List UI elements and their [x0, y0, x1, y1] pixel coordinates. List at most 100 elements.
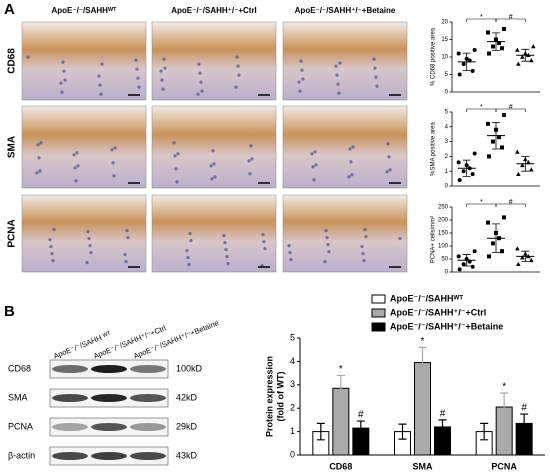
- micrograph: [282, 105, 408, 189]
- significance-mark: *: [502, 382, 506, 393]
- nucleus: [26, 55, 30, 59]
- nucleus: [213, 175, 217, 179]
- nucleus: [163, 66, 167, 70]
- micrograph: [282, 194, 408, 273]
- legend-label: ApoE⁻/⁻/SAHH⁺/⁻+Ctrl: [390, 307, 486, 317]
- significance-mark: *: [421, 336, 425, 347]
- nucleus: [350, 173, 354, 177]
- data-point: [515, 149, 520, 154]
- data-point: [457, 178, 462, 183]
- y-tick-label: 5: [445, 110, 449, 116]
- data-point: [531, 44, 536, 49]
- nucleus: [39, 141, 43, 145]
- data-point: [502, 27, 506, 31]
- nucleus: [62, 69, 66, 73]
- y-tick-label: 50: [441, 257, 448, 263]
- panel-label: A: [4, 1, 15, 18]
- y-axis-label: Protein expression: [264, 356, 274, 437]
- nucleus: [112, 174, 116, 178]
- data-point: [526, 159, 531, 165]
- nucleus: [210, 177, 214, 181]
- nucleus: [137, 85, 141, 89]
- blot-size: 29kD: [176, 421, 198, 431]
- nucleus: [363, 228, 367, 232]
- nucleus: [189, 239, 193, 243]
- data-point: [500, 249, 504, 254]
- blot-band: [91, 365, 127, 373]
- nucleus: [311, 165, 315, 169]
- column-header: ApoE⁻/⁻/SAHHᵂᵀ: [52, 6, 118, 15]
- data-point: [487, 51, 491, 56]
- nucleus: [159, 69, 163, 73]
- x-tick-label: PCNA: [491, 461, 517, 471]
- nucleus: [72, 153, 76, 157]
- error-bar: [316, 422, 325, 441]
- y-tick-label: 250: [438, 205, 449, 211]
- nucleus: [186, 256, 190, 260]
- micrograph: [21, 194, 147, 273]
- nucleus: [297, 80, 301, 84]
- nucleus: [74, 179, 78, 183]
- nucleus: [87, 237, 91, 241]
- micrograph: [151, 21, 277, 101]
- data-point: [520, 255, 525, 260]
- data-point: [497, 135, 501, 140]
- legend-swatch: [371, 294, 386, 304]
- nucleus: [198, 71, 202, 75]
- significance-mark: *: [339, 364, 343, 375]
- data-point: [520, 162, 525, 168]
- nucleus: [61, 60, 65, 64]
- nucleus: [200, 89, 204, 93]
- error-bar: [520, 413, 529, 434]
- blot-band: [130, 365, 166, 373]
- nucleus: [123, 253, 127, 257]
- nucleus: [247, 159, 251, 163]
- nucleus: [160, 78, 164, 82]
- nucleus: [63, 78, 67, 82]
- nucleus: [162, 57, 166, 61]
- nucleus: [262, 240, 266, 244]
- data-point: [470, 69, 475, 73]
- data-point: [470, 264, 475, 269]
- nucleus: [188, 232, 192, 236]
- significance-mark: #: [358, 410, 364, 421]
- nucleus: [337, 91, 341, 95]
- data-point: [456, 51, 461, 56]
- error-bar: [480, 422, 489, 441]
- y-axis-label: % CD68 positive area: [431, 27, 437, 86]
- significance-mark: #: [440, 409, 446, 420]
- legend-swatch: [371, 308, 386, 318]
- nucleus: [314, 163, 318, 167]
- data-point: [472, 48, 477, 52]
- nucleus: [99, 92, 103, 96]
- nucleus: [209, 164, 213, 168]
- nucleus: [110, 148, 114, 152]
- data-point: [470, 172, 475, 177]
- data-point: [457, 72, 462, 77]
- significance-mark: #: [521, 403, 527, 414]
- data-point: [457, 267, 462, 272]
- row-label: SMA: [7, 136, 18, 158]
- nucleus: [161, 87, 165, 91]
- nucleus: [36, 143, 40, 147]
- nucleus: [225, 255, 229, 259]
- nucleus: [300, 68, 304, 72]
- blot-size: 42kD: [176, 392, 198, 402]
- nucleus: [387, 155, 391, 159]
- y-tick-label: 1: [290, 426, 295, 436]
- y-tick-label: 2: [445, 154, 449, 160]
- y-tick-label: 20: [441, 20, 448, 26]
- data-point: [472, 249, 477, 254]
- nucleus: [325, 236, 329, 240]
- nucleus: [113, 146, 117, 150]
- data-point: [529, 58, 534, 63]
- sd-bar: [462, 159, 471, 177]
- sd-bar: [521, 156, 530, 172]
- nucleus: [289, 258, 293, 262]
- data-point: [487, 154, 491, 159]
- nucleus: [38, 169, 42, 173]
- nucleus: [135, 67, 139, 71]
- significance-mark: #: [509, 14, 513, 21]
- nucleus: [37, 156, 41, 160]
- nucleus: [97, 74, 101, 78]
